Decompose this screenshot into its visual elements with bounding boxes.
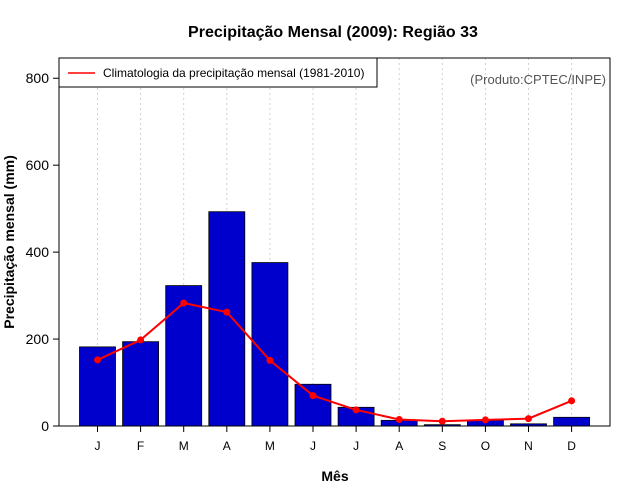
climatology-point-6 — [352, 406, 360, 414]
x-tick-label: F — [137, 439, 144, 453]
y-tick-label: 400 — [26, 244, 50, 260]
y-tick-label: 0 — [41, 418, 49, 434]
bar-1 — [122, 341, 159, 427]
x-tick-label: S — [438, 439, 446, 453]
x-tick-label: A — [395, 439, 403, 453]
y-axis: 0 200 400 600 800 — [26, 70, 59, 434]
x-tick-label: J — [310, 439, 316, 453]
legend-box — [58, 57, 378, 88]
y-axis-label: Precipitação mensal (mm) — [1, 155, 17, 329]
x-tick-label: J — [353, 439, 359, 453]
bar-11 — [553, 416, 590, 427]
y-tick-label: 600 — [26, 157, 50, 173]
x-tick-label: M — [179, 439, 189, 453]
x-tick-label: A — [223, 439, 231, 453]
climatology-point-4 — [266, 356, 274, 364]
bar-4 — [251, 262, 289, 427]
x-tick-label: N — [524, 439, 533, 453]
legend: Climatologia da precipitação mensal (198… — [58, 57, 378, 88]
source-annotation: (Produto:CPTEC/INPE) — [470, 72, 606, 87]
y-tick-label: 800 — [26, 70, 50, 86]
climatology-point-1 — [137, 336, 145, 344]
climatology-point-5 — [309, 392, 317, 400]
climatology-polyline — [97, 301, 572, 423]
x-axis-label: Mês — [321, 468, 348, 484]
climatology-point-9 — [481, 416, 489, 424]
climatology-point-8 — [438, 417, 446, 425]
bar-3 — [208, 211, 246, 427]
bars — [79, 211, 590, 427]
bar-2 — [165, 285, 203, 427]
chart-title: Precipitação Mensal (2009): Região 33 — [188, 24, 478, 41]
climatology-point-11 — [568, 397, 576, 405]
x-tick-label: J — [95, 439, 101, 453]
x-tick-label: M — [265, 439, 275, 453]
climatology-point-3 — [223, 308, 231, 316]
climatology-point-0 — [94, 356, 101, 364]
x-tick-label: O — [481, 439, 490, 453]
x-tick-label: D — [567, 439, 576, 453]
climatology-line — [94, 299, 576, 425]
y-tick-label: 200 — [26, 331, 50, 347]
climatology-point-7 — [395, 415, 403, 423]
climatology-point-2 — [180, 299, 188, 307]
climatology-point-10 — [525, 415, 532, 423]
legend-label: Climatologia da precipitação mensal (198… — [103, 66, 364, 80]
bar-5 — [294, 383, 332, 427]
